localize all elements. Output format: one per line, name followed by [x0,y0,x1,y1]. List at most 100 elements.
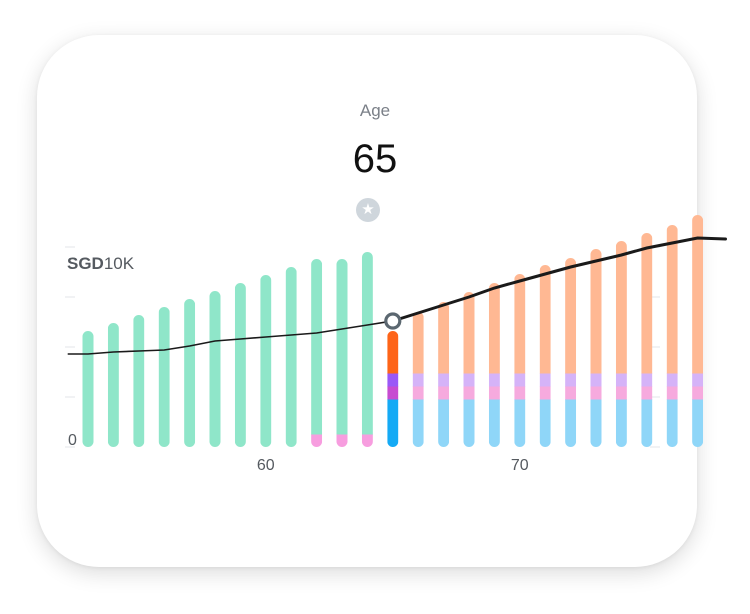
bar-segment-purple [463,373,475,387]
bar-segment-purple [590,373,602,387]
bar-segment-purple [387,373,399,387]
bar-segment-purple [666,373,678,387]
bar-segment-pink [615,386,627,400]
bar-67 [438,302,450,447]
bar-57 [184,299,196,447]
bar-58 [209,291,221,447]
bar-segment-blue [539,399,551,447]
star-icon: ★ [361,201,375,218]
bar-segment-pink [438,386,450,400]
bar-74 [615,241,627,447]
bar-segment-green [234,283,246,447]
bar-segment-orange [539,265,551,374]
bar-segment-orange [565,258,577,374]
bar-segment-pink [666,386,678,400]
bar-segment-orange [438,302,450,374]
x-tick-labels: 60 70 [257,457,529,474]
bar-segment-purple [514,373,526,387]
bar-70 [514,274,526,447]
bar-segment-orange [692,215,704,374]
bar-segment-green [184,299,196,447]
bar-77 [692,215,704,447]
favorite-button[interactable]: ★ [356,198,380,222]
bar-segment-blue [590,399,602,447]
bar-68 [463,292,475,447]
bar-segment-green [133,315,145,447]
bar-segment-green [158,307,170,447]
bar-segment-pink [514,386,526,400]
bar-56 [158,307,170,447]
bar-segment-pink [311,434,323,447]
bar-segment-blue [463,399,475,447]
projection-line-past [67,320,393,355]
bar-segment-blue [615,399,627,447]
bar-segment-purple [641,373,653,387]
bar-segment-green [285,267,297,447]
bar-segment-blue [565,399,577,447]
bar-segment-green [260,275,272,447]
bar-segment-purple [539,373,551,387]
bar-segment-green [82,331,94,447]
bar-segment-purple [438,373,450,387]
bar-63 [336,259,348,447]
bar-segment-pink [488,386,500,400]
bar-segment-orange [666,225,678,374]
bar-segment-blue [387,399,399,447]
bar-segment-orange [615,241,627,374]
bar-segment-orange [412,312,424,374]
bar-segment-green [311,259,323,435]
projection-line-future [391,236,727,323]
bar-62 [311,259,323,447]
bar-55 [133,315,145,447]
bar-segment-purple [565,373,577,387]
y-unit-currency: SGD [67,254,104,273]
chart-bars [82,215,704,447]
bar-segment-green [336,259,348,435]
age-value: 65 [352,137,398,181]
bar-segment-purple [692,373,704,387]
bar-69 [488,283,500,447]
bar-segment-orange [463,292,475,374]
bar-segment-pink [463,386,475,400]
y-unit-label: SGD10K [67,254,135,273]
bar-segment-pink [539,386,551,400]
bar-segment-orange [387,331,399,374]
bar-59 [234,283,246,447]
bar-segment-pink [590,386,602,400]
x-tick-label: 60 [257,457,275,474]
bar-segment-pink [565,386,577,400]
bar-76 [666,225,678,447]
bar-53 [82,331,94,447]
x-tick-label: 70 [511,457,529,474]
bar-segment-green [361,252,373,435]
age-label: Age [359,101,391,120]
bar-segment-orange [590,249,602,374]
bar-72 [565,258,577,447]
bar-60 [260,275,272,447]
bar-61 [285,267,297,447]
bar-segment-purple [412,373,424,387]
bar-segment-blue [488,399,500,447]
bar-73 [590,249,602,447]
bar-65 [387,331,399,447]
y-zero-label: 0 [68,432,77,449]
bar-segment-pink [412,386,424,400]
bar-segment-orange [488,283,500,374]
bar-66 [412,312,424,447]
bar-segment-blue [438,399,450,447]
bar-54 [107,323,119,447]
bar-segment-orange [641,233,653,374]
bar-segment-blue [641,399,653,447]
bar-segment-green [107,323,119,447]
bar-segment-pink [692,386,704,400]
bar-64 [361,252,373,447]
bar-segment-blue [666,399,678,447]
bar-segment-orange [514,274,526,374]
bar-71 [539,265,551,447]
bar-segment-pink [641,386,653,400]
bar-segment-blue [412,399,424,447]
bar-segment-blue [692,399,704,447]
chart-line-layer [67,236,727,355]
bar-segment-pink [387,386,399,400]
